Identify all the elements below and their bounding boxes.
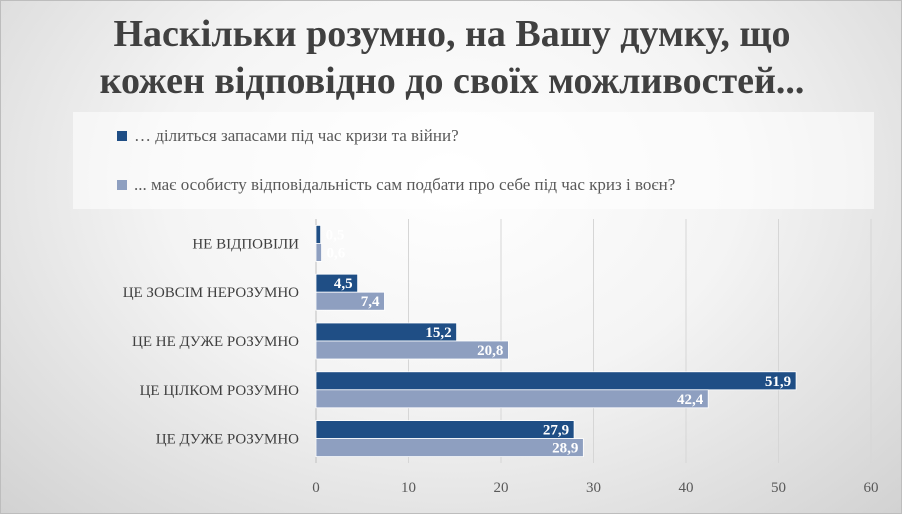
chart-title: Наскільки розумно, на Вашу думку, що кож… bbox=[1, 11, 902, 105]
bar-2 bbox=[315, 438, 584, 458]
category-label: ЦЕ ЦІЛКОМ РОЗУМНО bbox=[140, 383, 300, 399]
category-label: ЦЕ НЕ ДУЖЕ РОЗУМНО bbox=[132, 334, 299, 350]
bar-1 bbox=[315, 224, 322, 244]
data-label: 51,9 bbox=[765, 374, 791, 390]
chart-title-line-2: кожен відповідно до своїх можливостей... bbox=[99, 60, 805, 102]
data-label: 28,9 bbox=[552, 441, 578, 457]
legend-swatch-series-2 bbox=[117, 180, 127, 190]
x-tick-label: 10 bbox=[401, 480, 416, 496]
data-label: 7,4 bbox=[361, 294, 380, 310]
bar-1 bbox=[315, 371, 797, 391]
legend-item-series-1: … ділиться запасами під час кризи та вій… bbox=[117, 126, 459, 146]
x-tick-label: 50 bbox=[771, 480, 786, 496]
legend: … ділиться запасами під час кризи та вій… bbox=[73, 112, 874, 209]
legend-swatch-series-1 bbox=[117, 131, 127, 141]
category-label: ЦЕ ЗОВСІМ НЕРОЗУМНО bbox=[123, 285, 299, 301]
bar-2 bbox=[315, 389, 709, 409]
legend-label-series-1: … ділиться запасами під час кризи та вій… bbox=[134, 126, 459, 145]
legend-item-series-2: ... має особисту відповідальність сам по… bbox=[117, 175, 675, 195]
x-tick-label: 20 bbox=[494, 480, 509, 496]
bar-2 bbox=[315, 340, 509, 360]
category-label: НЕ ВІДПОВІЛИ bbox=[192, 236, 299, 252]
bar-1 bbox=[315, 420, 575, 440]
x-tick-label: 30 bbox=[586, 480, 601, 496]
x-tick-label: 40 bbox=[679, 480, 694, 496]
data-label: 42,4 bbox=[677, 392, 704, 408]
data-label: 20,8 bbox=[477, 343, 503, 359]
data-label: 0,6 bbox=[327, 245, 346, 261]
data-label: 27,9 bbox=[543, 423, 569, 439]
data-label: 15,2 bbox=[425, 325, 451, 341]
data-label: 4,5 bbox=[334, 276, 353, 292]
bar-2 bbox=[315, 291, 385, 311]
x-tick-label: 60 bbox=[864, 480, 879, 496]
bar-2 bbox=[315, 242, 322, 262]
chart-title-line-1: Наскільки розумно, на Вашу думку, що bbox=[113, 13, 791, 55]
legend-label-series-2: ... має особисту відповідальність сам по… bbox=[134, 175, 676, 194]
data-label: 0,5 bbox=[326, 227, 345, 243]
x-tick-label: 0 bbox=[312, 480, 320, 496]
category-label: ЦЕ ДУЖЕ РОЗУМНО bbox=[156, 432, 299, 448]
